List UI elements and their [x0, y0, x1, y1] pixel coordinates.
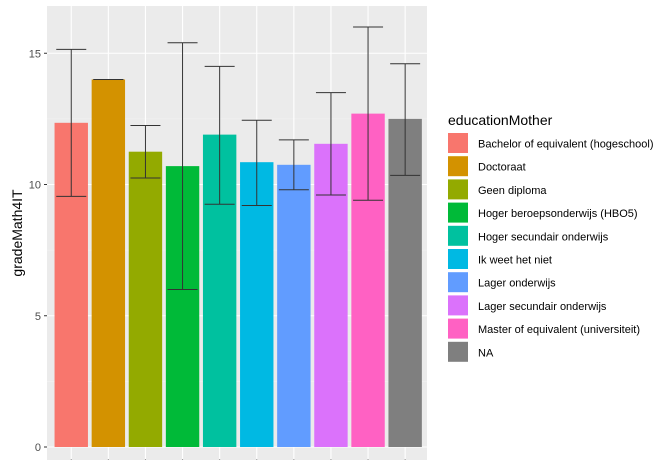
error-bar: [241, 119, 272, 206]
error-bar: [204, 65, 235, 205]
legend-label: Lager secundair onderwijs: [478, 301, 607, 313]
legend-key: [448, 341, 468, 362]
legend-item: Lager onderwijs: [448, 272, 556, 293]
legend-key: [448, 156, 468, 177]
legend-item: Hoger beroepsonderwijs (HBO5): [448, 202, 638, 223]
legend-label: Doctoraat: [478, 162, 526, 174]
y-axis: 0 5 10 15: [29, 48, 47, 454]
legend-label: Ik weet het niet: [478, 255, 552, 267]
legend-key: [448, 202, 468, 223]
y-tick-label: 0: [35, 442, 41, 454]
bar: [277, 164, 311, 447]
legend-label: Geen diploma: [478, 185, 547, 197]
y-tick-label: 10: [29, 180, 41, 192]
legend-key: [448, 318, 468, 339]
bar: [240, 162, 274, 447]
legend-key: [448, 295, 468, 316]
legend-item: NA: [448, 341, 494, 362]
bars: [54, 79, 422, 447]
bar: [128, 151, 163, 447]
legend-key: [448, 179, 468, 200]
legend-item: Bachelor of equivalent (hogeschool): [448, 133, 654, 153]
legend-key: [448, 225, 468, 246]
legend-key: [448, 249, 468, 269]
y-tick-label: 5: [35, 311, 41, 323]
error-bars: [56, 26, 421, 290]
error-bar: [56, 48, 87, 197]
legend-key: [448, 133, 468, 153]
legend-item: Master of equivalent (universiteit): [448, 318, 640, 339]
legend-title: educationMother: [448, 112, 553, 128]
legend: Bachelor of equivalent (hogeschool) Docto…: [448, 133, 654, 362]
error-bar: [390, 63, 421, 176]
error-bar: [130, 124, 161, 179]
legend-key: [448, 272, 468, 293]
legend-item: Geen diploma: [448, 179, 547, 200]
legend-label: Bachelor of equivalent (hogeschool): [478, 139, 654, 151]
error-bar: [167, 42, 198, 290]
legend-item: Doctoraat: [448, 156, 526, 177]
legend-label: Hoger secundair onderwijs: [478, 231, 609, 243]
legend-item: Hoger secundair onderwijs: [448, 225, 609, 246]
error-bar: [353, 26, 384, 201]
legend-item: Ik weet het niet: [448, 249, 552, 269]
legend-label: NA: [478, 347, 494, 359]
error-bar: [315, 92, 346, 196]
legend-label: Hoger beroepsonderwijs (HBO5): [478, 208, 638, 220]
y-tick-label: 15: [29, 48, 41, 60]
legend-label: Master of equivalent (universiteit): [478, 324, 640, 336]
legend-item: Lager secundair onderwijs: [448, 295, 607, 316]
y-axis-title: gradeMath4IT: [9, 189, 25, 277]
error-bar: [278, 139, 309, 191]
bar: [91, 79, 126, 447]
legend-label: Lager onderwijs: [478, 278, 556, 290]
